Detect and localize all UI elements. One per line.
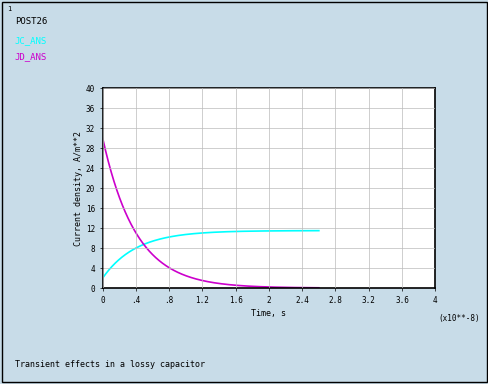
Text: 1: 1 xyxy=(7,6,12,12)
Text: JC_ANS: JC_ANS xyxy=(15,36,47,45)
Text: POST26: POST26 xyxy=(15,17,47,26)
X-axis label: Time, s: Time, s xyxy=(251,309,286,318)
Text: JD_ANS: JD_ANS xyxy=(15,52,47,61)
Y-axis label: Current density, A/m**2: Current density, A/m**2 xyxy=(74,131,83,246)
Text: (x10**-8): (x10**-8) xyxy=(438,314,479,323)
Text: Transient effects in a lossy capacitor: Transient effects in a lossy capacitor xyxy=(15,360,204,369)
